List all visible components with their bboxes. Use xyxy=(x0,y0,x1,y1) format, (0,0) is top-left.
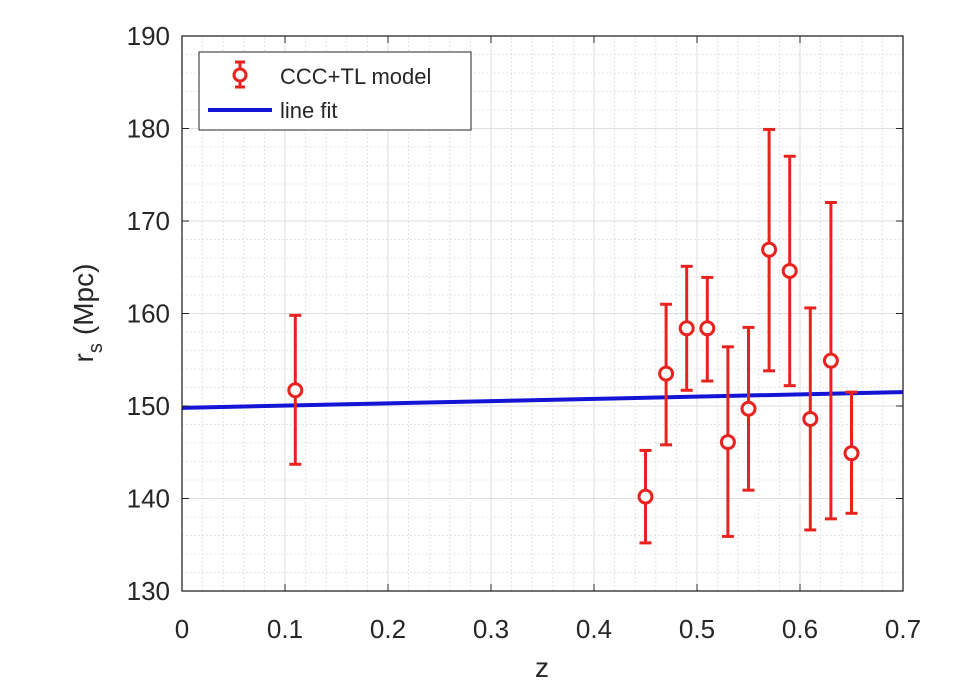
y-axis-label-symbol: r xyxy=(68,353,99,362)
data-point-marker xyxy=(637,488,654,505)
y-tick-label: 150 xyxy=(127,391,170,421)
data-point-marker xyxy=(719,434,736,451)
legend-marker-errorbar xyxy=(232,60,248,89)
y-axis-label: rs (Mpc) xyxy=(68,264,107,363)
data-point-marker xyxy=(843,445,860,462)
errorbar-layer xyxy=(287,127,860,545)
legend-label-line-fit: line fit xyxy=(280,98,337,123)
y-axis-label-subscript: s xyxy=(85,343,107,353)
data-point xyxy=(719,345,736,538)
x-tick-label: 0.7 xyxy=(885,614,921,644)
data-point-marker xyxy=(781,262,798,279)
data-point-marker xyxy=(287,382,304,399)
data-point-marker xyxy=(699,320,716,337)
x-tick-label: 0.2 xyxy=(370,614,406,644)
fit-line xyxy=(181,390,904,410)
data-point-marker xyxy=(658,365,675,382)
x-tick-label: 0.4 xyxy=(576,614,612,644)
data-point xyxy=(678,264,695,392)
y-tick-labels: 130 140 150 160 170 180 190 xyxy=(127,21,170,606)
x-tick-label: 0.5 xyxy=(679,614,715,644)
y-tick-label: 140 xyxy=(127,484,170,514)
y-tick-label: 160 xyxy=(127,299,170,329)
fit-line-layer xyxy=(181,390,904,410)
data-point-marker xyxy=(678,320,695,337)
x-tick-label: 0.1 xyxy=(267,614,303,644)
data-point xyxy=(781,154,798,388)
data-point xyxy=(658,302,675,447)
legend-box xyxy=(198,51,472,131)
legend-errorbar-marker xyxy=(232,67,248,83)
x-tick-label: 0.3 xyxy=(473,614,509,644)
y-tick-label: 130 xyxy=(127,576,170,606)
data-point xyxy=(740,325,757,492)
x-tick-label: 0.6 xyxy=(782,614,818,644)
data-point xyxy=(637,448,654,545)
data-point-marker xyxy=(761,241,778,258)
data-point-marker xyxy=(822,352,839,369)
data-point xyxy=(822,201,839,521)
y-tick-label: 190 xyxy=(127,21,170,51)
data-point-marker xyxy=(740,400,757,417)
x-tick-label: 0 xyxy=(175,614,189,644)
x-tick-labels: 0 0.1 0.2 0.3 0.4 0.5 0.6 0.7 xyxy=(175,614,921,644)
data-point xyxy=(802,306,819,532)
data-point xyxy=(287,313,304,466)
y-tick-label: 180 xyxy=(127,114,170,144)
y-tick-label: 170 xyxy=(127,206,170,236)
data-point xyxy=(761,127,778,373)
legend-label-ccc-tl: CCC+TL model xyxy=(280,64,431,89)
axis-ticks xyxy=(181,35,904,592)
data-point xyxy=(699,275,716,383)
data-point-marker xyxy=(802,410,819,427)
x-axis-label: z xyxy=(535,652,549,683)
legend: CCC+TL model line fit xyxy=(198,51,472,131)
y-axis-label-unit: (Mpc) xyxy=(68,264,99,336)
data-point xyxy=(843,390,860,515)
